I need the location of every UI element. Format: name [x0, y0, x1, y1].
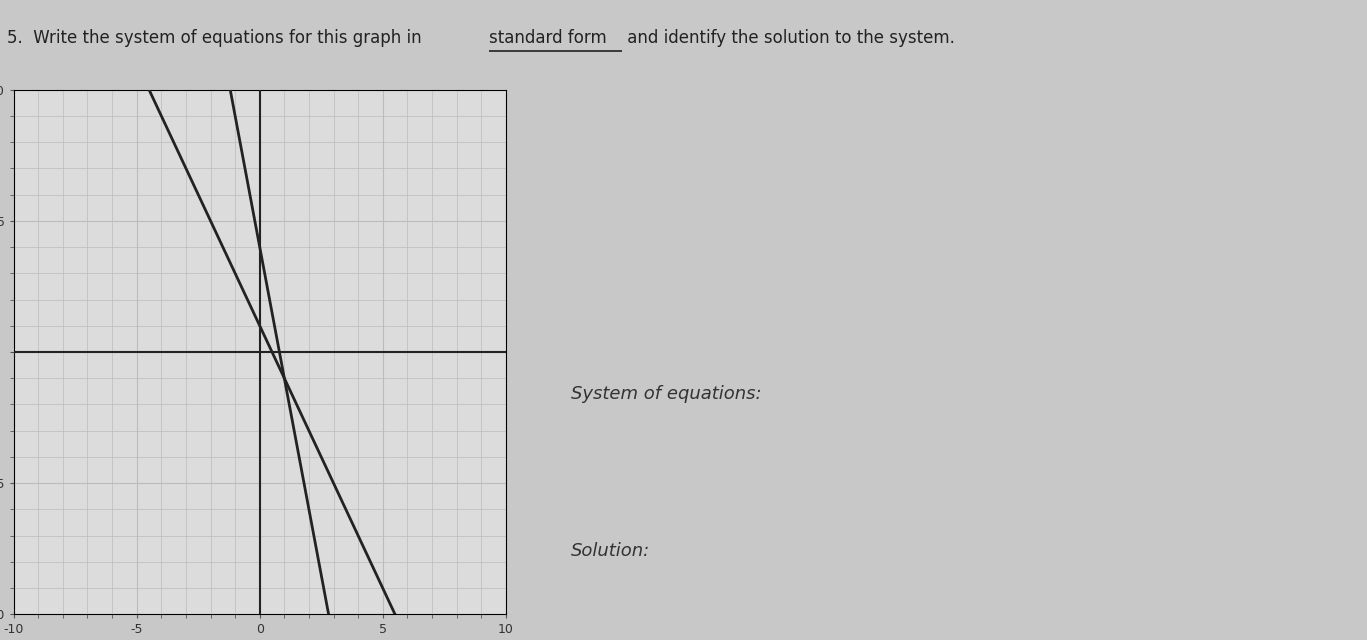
Text: Solution:: Solution: — [570, 543, 649, 561]
Text: 5.  Write the system of equations for this graph in: 5. Write the system of equations for thi… — [7, 29, 427, 47]
Text: System of equations:: System of equations: — [570, 385, 761, 403]
Text: and identify the solution to the system.: and identify the solution to the system. — [622, 29, 956, 47]
Text: standard form: standard form — [489, 29, 607, 47]
